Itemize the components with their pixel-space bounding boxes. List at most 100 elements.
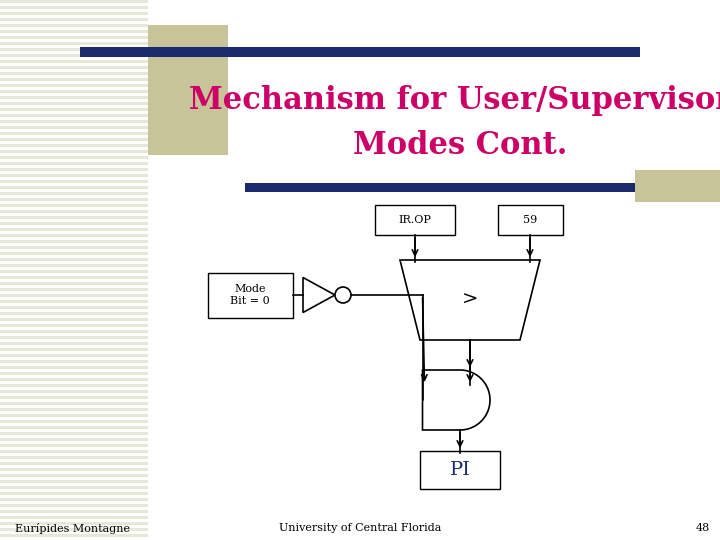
FancyBboxPatch shape — [0, 114, 148, 117]
FancyBboxPatch shape — [0, 300, 148, 303]
FancyBboxPatch shape — [0, 372, 148, 375]
FancyBboxPatch shape — [0, 24, 148, 27]
Polygon shape — [400, 260, 540, 340]
FancyBboxPatch shape — [0, 216, 148, 219]
FancyBboxPatch shape — [0, 474, 148, 477]
FancyBboxPatch shape — [0, 138, 148, 141]
FancyBboxPatch shape — [0, 534, 148, 537]
FancyBboxPatch shape — [0, 30, 148, 33]
FancyBboxPatch shape — [0, 78, 148, 81]
Text: 59: 59 — [523, 215, 537, 225]
Text: Mode
Bit = 0: Mode Bit = 0 — [230, 284, 270, 306]
FancyBboxPatch shape — [0, 312, 148, 315]
FancyBboxPatch shape — [80, 47, 640, 57]
FancyBboxPatch shape — [0, 162, 148, 165]
FancyBboxPatch shape — [0, 102, 148, 105]
FancyBboxPatch shape — [0, 12, 148, 15]
FancyBboxPatch shape — [0, 264, 148, 267]
FancyBboxPatch shape — [0, 276, 148, 279]
FancyBboxPatch shape — [0, 462, 148, 465]
FancyBboxPatch shape — [0, 336, 148, 339]
FancyBboxPatch shape — [0, 198, 148, 201]
FancyBboxPatch shape — [0, 480, 148, 483]
FancyBboxPatch shape — [0, 450, 148, 453]
FancyBboxPatch shape — [0, 528, 148, 531]
FancyBboxPatch shape — [0, 222, 148, 225]
FancyBboxPatch shape — [0, 60, 148, 63]
FancyBboxPatch shape — [0, 132, 148, 135]
Text: Mechanism for User/Supervisor: Mechanism for User/Supervisor — [189, 84, 720, 116]
FancyBboxPatch shape — [0, 522, 148, 525]
Text: PI: PI — [449, 461, 470, 479]
FancyBboxPatch shape — [0, 186, 148, 189]
FancyBboxPatch shape — [0, 516, 148, 519]
FancyBboxPatch shape — [498, 205, 562, 235]
FancyBboxPatch shape — [0, 228, 148, 231]
FancyBboxPatch shape — [0, 150, 148, 153]
FancyBboxPatch shape — [0, 456, 148, 459]
FancyBboxPatch shape — [245, 183, 635, 192]
FancyBboxPatch shape — [0, 348, 148, 351]
FancyBboxPatch shape — [0, 120, 148, 123]
FancyBboxPatch shape — [0, 510, 148, 513]
FancyBboxPatch shape — [0, 330, 148, 333]
Polygon shape — [303, 278, 335, 313]
FancyBboxPatch shape — [0, 378, 148, 381]
FancyBboxPatch shape — [0, 72, 148, 75]
FancyBboxPatch shape — [0, 270, 148, 273]
Text: >: > — [462, 291, 478, 309]
FancyBboxPatch shape — [0, 360, 148, 363]
Text: University of Central Florida: University of Central Florida — [279, 523, 441, 533]
FancyBboxPatch shape — [0, 252, 148, 255]
Text: IR.OP: IR.OP — [399, 215, 431, 225]
FancyBboxPatch shape — [0, 180, 148, 183]
FancyBboxPatch shape — [0, 288, 148, 291]
FancyBboxPatch shape — [0, 504, 148, 507]
FancyBboxPatch shape — [0, 6, 148, 9]
FancyBboxPatch shape — [0, 420, 148, 423]
FancyBboxPatch shape — [0, 498, 148, 501]
FancyBboxPatch shape — [0, 384, 148, 387]
FancyBboxPatch shape — [0, 342, 148, 345]
FancyBboxPatch shape — [148, 0, 720, 540]
FancyBboxPatch shape — [0, 282, 148, 285]
FancyBboxPatch shape — [0, 174, 148, 177]
FancyBboxPatch shape — [0, 192, 148, 195]
FancyBboxPatch shape — [0, 444, 148, 447]
FancyBboxPatch shape — [0, 96, 148, 99]
FancyBboxPatch shape — [0, 84, 148, 87]
FancyBboxPatch shape — [0, 426, 148, 429]
FancyBboxPatch shape — [0, 240, 148, 243]
Text: Eurípides Montagne: Eurípides Montagne — [15, 523, 130, 534]
FancyBboxPatch shape — [0, 402, 148, 405]
FancyBboxPatch shape — [0, 414, 148, 417]
FancyBboxPatch shape — [0, 54, 148, 57]
FancyBboxPatch shape — [0, 18, 148, 21]
FancyBboxPatch shape — [0, 390, 148, 393]
FancyBboxPatch shape — [0, 396, 148, 399]
Text: 48: 48 — [696, 523, 710, 533]
FancyBboxPatch shape — [0, 48, 148, 51]
FancyBboxPatch shape — [0, 66, 148, 69]
FancyBboxPatch shape — [0, 408, 148, 411]
Circle shape — [335, 287, 351, 303]
FancyBboxPatch shape — [0, 324, 148, 327]
Text: Modes Cont.: Modes Cont. — [353, 130, 567, 160]
FancyBboxPatch shape — [0, 126, 148, 129]
FancyBboxPatch shape — [0, 294, 148, 297]
FancyBboxPatch shape — [0, 90, 148, 93]
FancyBboxPatch shape — [0, 432, 148, 435]
FancyBboxPatch shape — [0, 486, 148, 489]
FancyBboxPatch shape — [0, 156, 148, 159]
FancyBboxPatch shape — [0, 144, 148, 147]
Polygon shape — [423, 370, 490, 430]
FancyBboxPatch shape — [0, 210, 148, 213]
FancyBboxPatch shape — [0, 366, 148, 369]
FancyBboxPatch shape — [635, 170, 720, 202]
FancyBboxPatch shape — [148, 25, 228, 155]
FancyBboxPatch shape — [0, 108, 148, 111]
FancyBboxPatch shape — [0, 306, 148, 309]
FancyBboxPatch shape — [0, 438, 148, 441]
FancyBboxPatch shape — [0, 492, 148, 495]
FancyBboxPatch shape — [0, 0, 148, 3]
